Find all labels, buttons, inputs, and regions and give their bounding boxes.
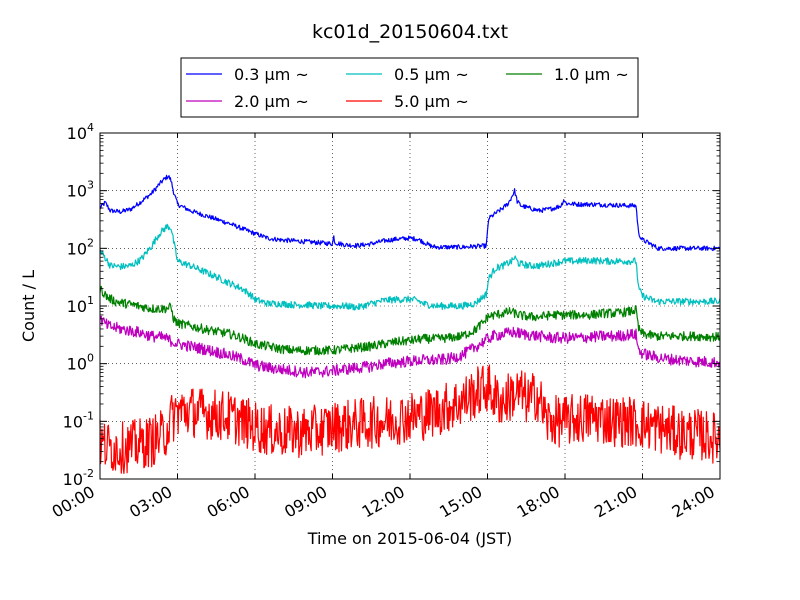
y-tick-label: 102	[67, 236, 94, 258]
series-line	[99, 285, 721, 356]
y-tick-exponent: -1	[83, 409, 94, 422]
y-tick-base: 10	[67, 355, 87, 374]
x-tick-label: 12:00	[359, 482, 408, 522]
y-tick-label: 10-1	[63, 409, 94, 431]
legend-label: 0.5 μm ~	[394, 65, 469, 84]
y-tick-exponent: -2	[83, 467, 94, 480]
y-tick-label: 10-2	[63, 467, 94, 489]
x-tick-label: 24:00	[669, 482, 718, 522]
y-tick-label: 104	[67, 121, 94, 143]
series-line	[99, 174, 721, 252]
y-tick-exponent: 1	[87, 294, 94, 307]
y-tick-exponent: 3	[87, 179, 94, 192]
x-tick-label: 03:00	[126, 482, 175, 522]
y-axis-label: Count / L	[19, 270, 38, 342]
x-axis-label: Time on 2015-06-04 (JST)	[307, 529, 512, 548]
y-tick-base: 10	[67, 124, 87, 143]
legend-label: 1.0 μm ~	[554, 65, 629, 84]
y-tick-exponent: 0	[87, 352, 94, 365]
y-tick-label: 101	[67, 294, 94, 316]
x-tick-label: 09:00	[281, 482, 330, 522]
series-line	[99, 223, 721, 311]
legend-label: 5.0 μm ~	[394, 92, 469, 111]
legend: 0.3 μm ~ 0.5 μm ~ 1.0 μm ~ 2.0 μm ~ 5.0 μm ~	[180, 57, 639, 118]
series-line	[99, 364, 721, 474]
y-tick-base: 10	[63, 412, 83, 431]
y-tick-base: 10	[63, 470, 83, 489]
legend-label: 2.0 μm ~	[234, 92, 309, 111]
x-tick-label: 21:00	[591, 482, 640, 522]
chart-title: kc01d_20150604.txt	[312, 21, 508, 43]
x-tick-label: 18:00	[514, 482, 563, 522]
y-tick-label: 103	[67, 179, 94, 201]
legend-label: 0.3 μm ~	[234, 65, 309, 84]
ticks	[99, 132, 721, 480]
x-tick-labels: 00:00 03:00 06:00 09:00 12:00 15:00 18:00 21:00…	[49, 482, 718, 522]
y-tick-exponent: 2	[87, 236, 94, 249]
series-line	[99, 315, 721, 379]
x-tick-label: 06:00	[204, 482, 253, 522]
y-tick-base: 10	[67, 239, 87, 258]
y-tick-base: 10	[67, 182, 87, 201]
y-tick-base: 10	[67, 297, 87, 316]
x-tick-label: 15:00	[436, 482, 485, 522]
y-tick-label: 100	[67, 352, 94, 374]
y-tick-exponent: 4	[87, 121, 94, 134]
series-layer	[99, 174, 721, 474]
legend-box	[180, 57, 639, 118]
